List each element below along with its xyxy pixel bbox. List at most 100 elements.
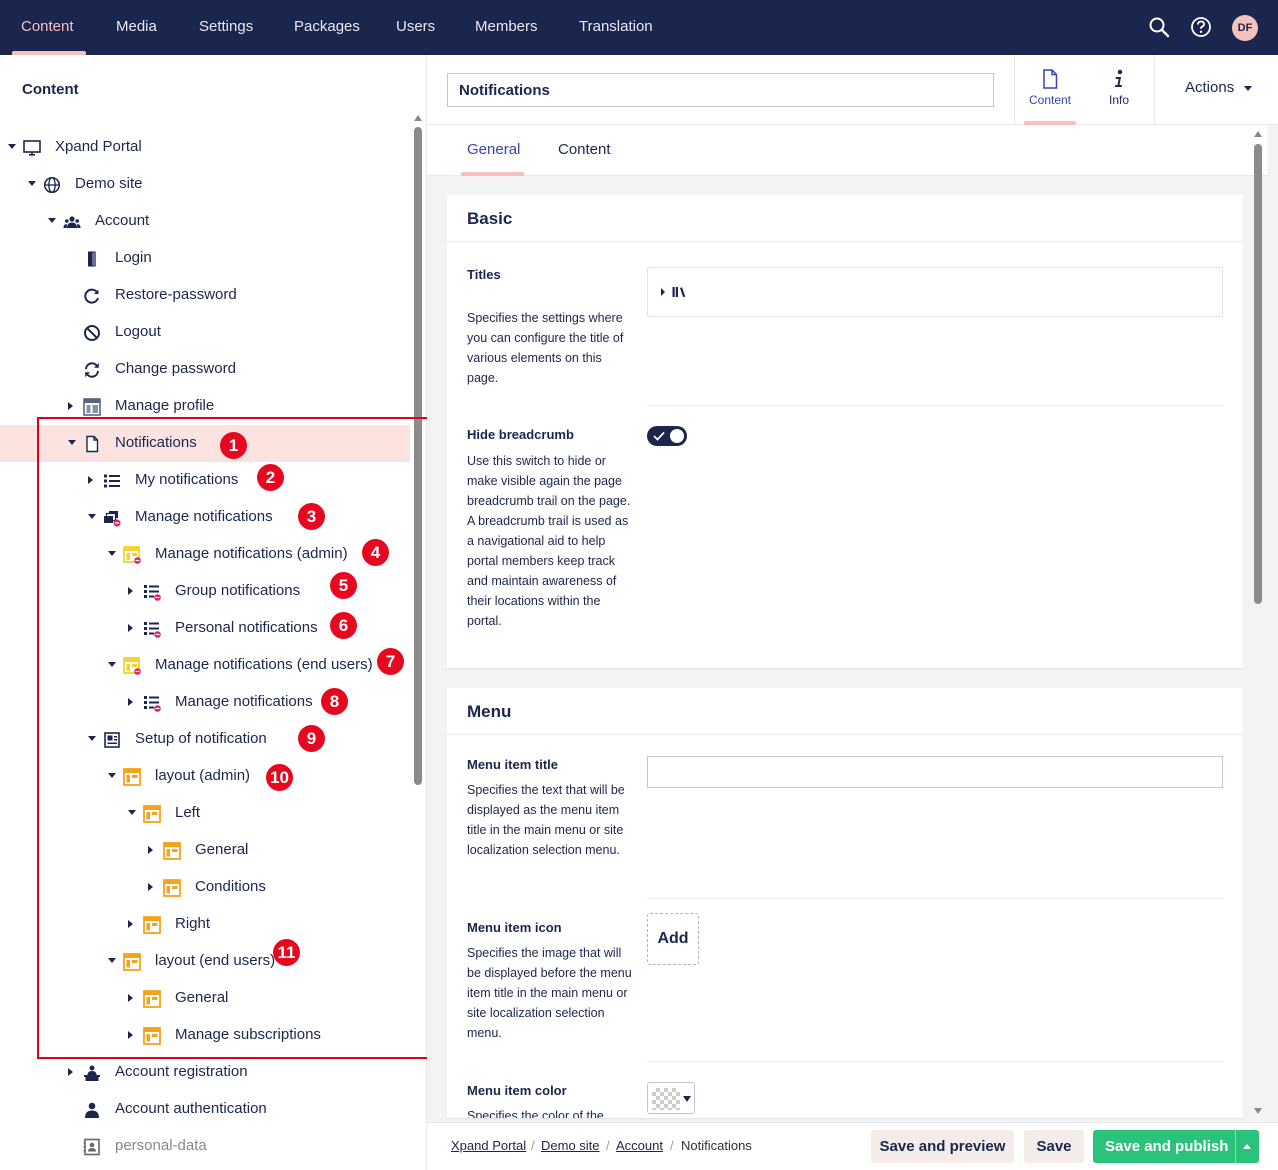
- yellow-layout-blocked-icon: [123, 657, 141, 675]
- titles-nested-field[interactable]: [647, 267, 1223, 317]
- property-description: Use this switch to hide or make visible …: [467, 454, 631, 628]
- caret-down-icon[interactable]: [108, 958, 116, 963]
- app-label: Content: [1028, 93, 1072, 107]
- menu-item-color-picker[interactable]: [647, 1082, 695, 1114]
- nav-content[interactable]: Content: [21, 18, 74, 35]
- tree-scrollbar-thumb[interactable]: [414, 127, 422, 785]
- nav-members[interactable]: Members: [475, 18, 538, 35]
- tree-item-personal-data[interactable]: personal-data: [0, 1128, 410, 1165]
- caret-down-icon[interactable]: [88, 514, 96, 519]
- add-icon-button[interactable]: Add: [647, 913, 699, 965]
- menu-item-title-input[interactable]: [647, 756, 1223, 788]
- annotation-badge: 11: [273, 939, 300, 966]
- tree-item-label: layout (admin): [155, 767, 251, 784]
- caret-down-icon[interactable]: [8, 144, 16, 149]
- breadcrumb-current: Notifications: [681, 1138, 752, 1153]
- tree-item-account[interactable]: Account: [0, 203, 410, 240]
- list-blocked-icon: [143, 583, 161, 601]
- header-divider: [1154, 55, 1155, 125]
- editor-scrollbar-thumb[interactable]: [1254, 144, 1262, 604]
- tree-item-conditions[interactable]: Conditions: [0, 869, 410, 906]
- nav-translation[interactable]: Translation: [579, 18, 653, 35]
- tree-item-account-registration[interactable]: Account registration: [0, 1054, 410, 1091]
- tree-item-label: Notifications: [115, 434, 197, 451]
- app-content-button[interactable]: Content: [1016, 55, 1084, 125]
- property-label: Hide breadcrumb: [467, 427, 574, 442]
- caret-up-icon[interactable]: [1243, 1144, 1251, 1149]
- tree-item-layout-admin[interactable]: layout (admin): [0, 758, 410, 795]
- tab-content[interactable]: Content: [558, 141, 611, 158]
- tree-item-layout-end-users[interactable]: layout (end users): [0, 943, 410, 980]
- save-button[interactable]: Save: [1024, 1130, 1084, 1163]
- tree-item-account-authentication[interactable]: Account authentication: [0, 1091, 410, 1128]
- caret-down-icon[interactable]: [108, 551, 116, 556]
- save-and-publish-button[interactable]: Save and publish: [1093, 1130, 1259, 1163]
- property-label: Titles: [467, 267, 501, 282]
- caret-right-icon[interactable]: [128, 920, 133, 928]
- annotation-badge: 10: [266, 764, 293, 791]
- caret-down-icon[interactable]: [108, 662, 116, 667]
- scroll-up-arrow-icon[interactable]: [1254, 131, 1262, 137]
- caret-right-icon[interactable]: [88, 476, 93, 484]
- caret-right-icon[interactable]: [68, 1068, 73, 1076]
- caret-right-icon[interactable]: [661, 288, 665, 296]
- menu-group: Menu Menu item title Specifies the text …: [447, 688, 1243, 1118]
- tree-item-login[interactable]: Login: [0, 240, 410, 277]
- content-name-input[interactable]: [447, 73, 994, 107]
- tree-item-label: layout (end users): [155, 952, 276, 969]
- tree-item-change-password[interactable]: Change password: [0, 351, 410, 388]
- caret-right-icon[interactable]: [148, 846, 153, 854]
- caret-right-icon[interactable]: [68, 402, 73, 410]
- scroll-up-arrow-icon[interactable]: [414, 115, 422, 121]
- nav-users[interactable]: Users: [396, 18, 436, 35]
- app-info-button[interactable]: Info: [1085, 55, 1153, 125]
- tree-item-manage-subscriptions[interactable]: Manage subscriptions: [0, 1017, 410, 1054]
- property-divider: [647, 405, 1223, 406]
- save-and-preview-button[interactable]: Save and preview: [871, 1130, 1014, 1163]
- tree-item-right[interactable]: Right: [0, 906, 410, 943]
- scroll-down-arrow-icon[interactable]: [1254, 1108, 1262, 1114]
- hide-breadcrumb-toggle[interactable]: [647, 426, 687, 446]
- tab-general[interactable]: General: [467, 141, 521, 158]
- caret-right-icon[interactable]: [128, 1031, 133, 1039]
- caret-right-icon[interactable]: [128, 994, 133, 1002]
- tree-item-xpand-portal[interactable]: Xpand Portal: [0, 129, 410, 166]
- tree-item-personal-notifications[interactable]: Personal notifications: [0, 610, 410, 647]
- help-icon[interactable]: [1188, 14, 1214, 40]
- tree-item-left[interactable]: Left: [0, 795, 410, 832]
- caret-right-icon[interactable]: [128, 624, 133, 632]
- tree-item-manage-notifications[interactable]: Manage notifications: [0, 499, 410, 536]
- nav-media[interactable]: Media: [116, 18, 157, 35]
- caret-down-icon[interactable]: [68, 440, 76, 445]
- tree-item-restore-password[interactable]: Restore-password: [0, 277, 410, 314]
- tree-item-manage-notifications-end-users[interactable]: Manage notifications (end users): [0, 647, 410, 684]
- tree-item-manage-notifications-admin[interactable]: Manage notifications (admin): [0, 536, 410, 573]
- caret-down-icon[interactable]: [88, 736, 96, 741]
- caret-right-icon[interactable]: [128, 587, 133, 595]
- tree-item-group-notifications[interactable]: Group notifications: [0, 573, 410, 610]
- caret-right-icon[interactable]: [148, 883, 153, 891]
- tree-item-my-notifications[interactable]: My notifications: [0, 462, 410, 499]
- caret-down-icon[interactable]: [48, 218, 56, 223]
- search-icon[interactable]: [1146, 14, 1172, 40]
- tree-item-manage-profile[interactable]: Manage profile: [0, 388, 410, 425]
- nav-packages[interactable]: Packages: [294, 18, 360, 35]
- user-avatar[interactable]: DF: [1232, 15, 1258, 41]
- tree-item-setup-of-notification[interactable]: Setup of notification: [0, 721, 410, 758]
- tree-item-general-end-users[interactable]: General: [0, 980, 410, 1017]
- breadcrumb-link[interactable]: Account: [616, 1138, 663, 1153]
- caret-right-icon[interactable]: [128, 698, 133, 706]
- caret-down-icon[interactable]: [28, 181, 36, 186]
- breadcrumb-link[interactable]: Demo site: [541, 1138, 600, 1153]
- nav-settings[interactable]: Settings: [199, 18, 254, 35]
- actions-button[interactable]: Actions: [1185, 79, 1253, 96]
- tree-item-demo-site[interactable]: Demo site: [0, 166, 410, 203]
- breadcrumb-link[interactable]: Xpand Portal: [451, 1138, 527, 1153]
- caret-down-icon[interactable]: [108, 773, 116, 778]
- tree-item-manage-notifications-list[interactable]: Manage notifications: [0, 684, 410, 721]
- caret-down-icon[interactable]: [128, 810, 136, 815]
- tree-item-general[interactable]: General: [0, 832, 410, 869]
- tree-item-logout[interactable]: Logout: [0, 314, 410, 351]
- group-divider: [447, 734, 1243, 735]
- tree-item-notifications[interactable]: Notifications: [0, 425, 410, 462]
